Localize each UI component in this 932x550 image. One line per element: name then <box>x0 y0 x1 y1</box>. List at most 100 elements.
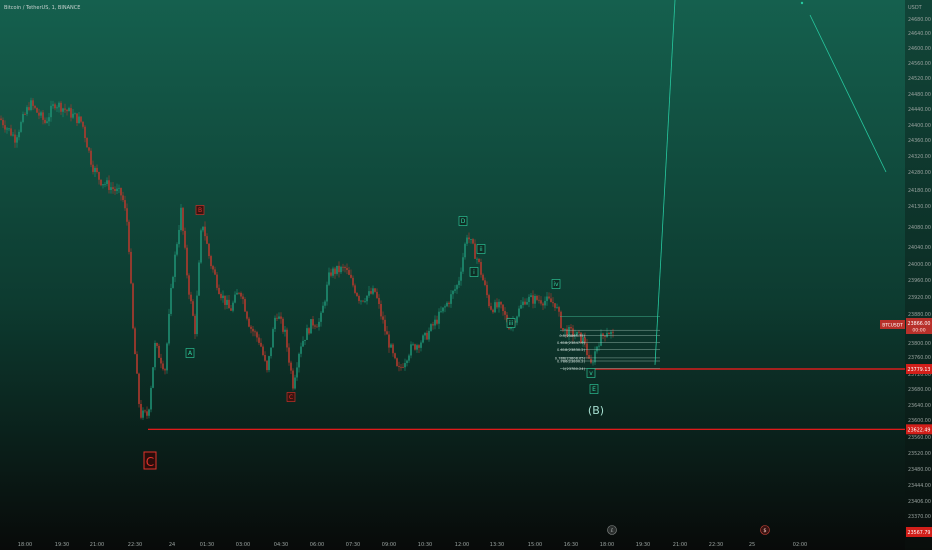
candle-body <box>524 301 526 305</box>
candle-body <box>366 295 368 302</box>
event-marker-glyph: ℰ <box>610 528 613 534</box>
candle-body <box>496 302 498 308</box>
price-scale-tick: 24360.00 <box>908 138 931 144</box>
candle-body <box>166 343 168 371</box>
candle-body <box>204 226 206 237</box>
candle-body <box>502 304 504 312</box>
price-scale-tick: 23680.00 <box>908 387 931 393</box>
candle-body <box>148 409 150 416</box>
time-scale-tick: 21:00 <box>90 542 104 548</box>
candle-body <box>136 354 138 374</box>
wave-label-iii: iii <box>508 320 513 327</box>
candle-body <box>546 296 548 301</box>
candle-body <box>528 296 530 303</box>
wave-label-c-big-box <box>143 451 157 470</box>
candle-body <box>292 370 294 389</box>
candle-body <box>8 128 10 130</box>
candles-group <box>0 97 614 420</box>
time-scale-tick: 02:00 <box>793 542 807 548</box>
candle-body <box>338 265 340 273</box>
wave-label-iv-box <box>551 279 561 289</box>
candle-body <box>400 366 402 368</box>
price-scale-tick: 23480.00 <box>908 467 931 473</box>
candle-body <box>284 329 286 332</box>
candle-body <box>100 179 102 186</box>
candle-body <box>390 344 392 348</box>
candle-body <box>606 332 608 338</box>
candle-body <box>88 147 90 151</box>
candle-body <box>538 299 540 301</box>
level-tag-a-box <box>906 364 932 375</box>
wave-label-b-paren: (B) <box>588 404 604 417</box>
price-scale-tick: 23960.00 <box>908 278 931 284</box>
candle-body <box>280 316 282 319</box>
candle-body <box>482 274 484 281</box>
candle-body <box>276 317 278 319</box>
candle-body <box>550 298 552 303</box>
time-scale-tick: 16:30 <box>564 542 578 548</box>
candle-body <box>450 294 452 304</box>
candle-body <box>278 316 280 319</box>
price-scale[interactable]: USDT 24680.00 24640.00 24600.00 24560.00 2452… <box>880 5 932 537</box>
candle-body <box>416 345 418 350</box>
candle-body <box>410 344 412 356</box>
candle-body <box>610 331 612 335</box>
candle-body <box>486 285 488 296</box>
price-scale-panel[interactable] <box>905 0 932 550</box>
candle-body <box>282 318 284 332</box>
time-scale-tick: 24 <box>169 542 175 548</box>
wave-label-c-big: C <box>146 455 154 469</box>
fib-label: 0.786(23808.05) <box>555 356 586 360</box>
candle-body <box>234 294 236 303</box>
candle-body <box>384 319 386 332</box>
candle-body <box>320 312 322 322</box>
candle-body <box>476 258 478 260</box>
candle-body <box>240 292 242 297</box>
candle-body <box>198 262 200 296</box>
candle-body <box>444 306 446 308</box>
candle-body <box>568 326 570 337</box>
candle-body <box>260 342 262 347</box>
candle-body <box>480 262 482 275</box>
candle-body <box>472 239 474 244</box>
time-scale-tick: 10:30 <box>418 542 432 548</box>
candle-body <box>348 270 350 275</box>
candle-body <box>216 274 218 288</box>
candle-body <box>458 280 460 286</box>
symbol-tag-box[interactable] <box>880 320 905 329</box>
candle-body <box>478 258 480 263</box>
candle-body <box>134 328 136 355</box>
candle-body <box>556 307 558 308</box>
candle-body <box>424 332 426 336</box>
candle-body <box>26 107 28 115</box>
wave-label-v: v <box>589 370 593 377</box>
event-marker-icon[interactable] <box>607 525 617 535</box>
candle-body <box>200 230 202 263</box>
level-tag-a: 23779.13 <box>908 367 931 373</box>
candle-body <box>412 344 414 346</box>
candle-body <box>344 266 346 268</box>
price-scale-tick: 24130.00 <box>908 204 931 210</box>
candle-body <box>466 237 468 244</box>
candle-body <box>308 328 310 334</box>
candle-body <box>258 337 260 343</box>
bottom-tag-box <box>906 527 932 537</box>
time-scale[interactable]: 18:00 19:30 21:00 22:30 24 01:30 03:00 04:30 06:… <box>18 542 807 548</box>
wave-label-v-box <box>586 368 596 378</box>
event-marker-icon[interactable] <box>760 525 770 535</box>
candle-body <box>286 329 288 348</box>
candle-body <box>370 291 372 294</box>
price-scale-tick: 24040.00 <box>908 245 931 251</box>
candle-body <box>226 299 228 305</box>
wave-label-iv: iv <box>553 281 559 288</box>
candle-body <box>36 107 38 113</box>
price-scale-tick: 23520.00 <box>908 451 931 457</box>
candle-body <box>372 288 374 294</box>
candle-body <box>504 311 506 315</box>
candle-body <box>330 272 332 276</box>
candle-body <box>522 301 524 306</box>
candle-body <box>404 363 406 368</box>
candle-body <box>364 301 366 303</box>
candle-body <box>202 226 204 231</box>
